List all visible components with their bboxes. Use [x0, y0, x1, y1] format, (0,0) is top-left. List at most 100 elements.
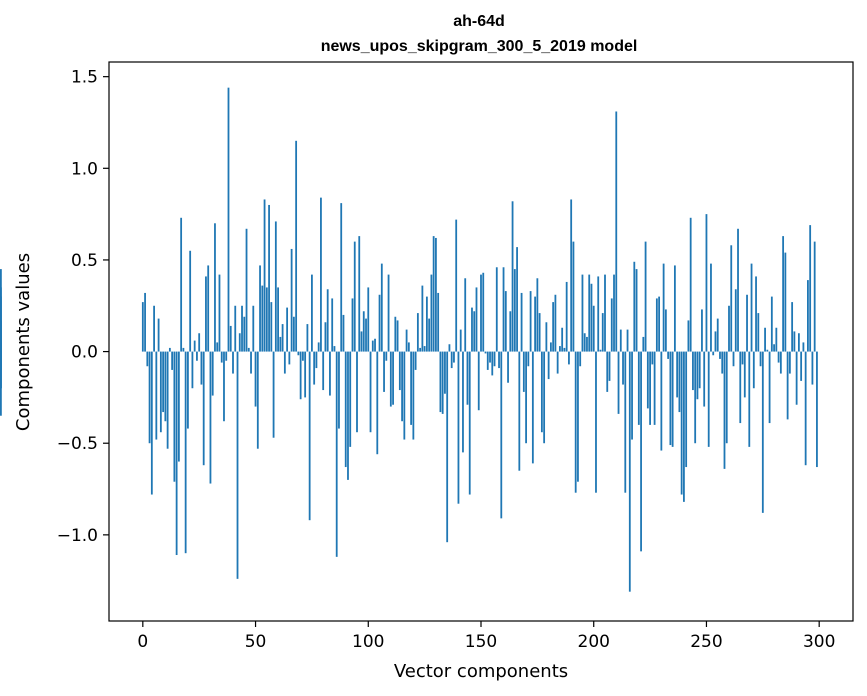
bar-component-111 — [392, 351, 394, 405]
bar-component-210 — [615, 111, 618, 352]
bar-component-216 — [628, 351, 631, 592]
bar-component-146 — [471, 307, 473, 352]
bar-component-58 — [272, 351, 275, 438]
bar-component-205 — [604, 274, 606, 352]
bar-component-260 — [728, 305, 730, 352]
bar-component-176 — [538, 313, 541, 352]
bar-component-158 — [498, 351, 500, 369]
bar-component-105 — [378, 294, 381, 352]
bar-component-165 — [513, 269, 516, 352]
bar-component-155 — [491, 351, 494, 376]
bar-component-151 — [482, 272, 485, 352]
bar-component-135 — [446, 351, 449, 543]
bar-component-269 — [748, 351, 751, 447]
bar-component-136 — [448, 344, 451, 352]
bar-component-254 — [714, 331, 717, 352]
bar-component-150 — [480, 274, 482, 352]
bar-component-138 — [453, 351, 455, 363]
bar-component-65 — [288, 351, 291, 365]
bar-component-114 — [398, 351, 401, 391]
bar-component-103 — [374, 338, 376, 352]
bar-component-196 — [583, 333, 586, 352]
bar-component-229 — [658, 296, 661, 352]
bar-component-99 — [365, 318, 367, 352]
bar-component-80 — [322, 351, 325, 391]
bar-component-153 — [486, 351, 489, 370]
bar-component-204 — [601, 313, 604, 352]
y-tick-label: 1.0 — [71, 159, 98, 179]
bar-component-265 — [739, 351, 742, 424]
bar-component-48 — [250, 351, 252, 374]
bar-component-37 — [225, 351, 228, 361]
bar-component-61 — [279, 336, 282, 352]
bar-component-121 — [414, 351, 417, 370]
bar-component-249 — [703, 351, 706, 407]
bar-component-15 — [175, 351, 178, 556]
bar-component-12 — [168, 347, 171, 352]
bar-component-63 — [283, 351, 286, 374]
bar-component-142 — [462, 351, 464, 453]
bar-component-180 — [547, 351, 550, 380]
bar-component-53 — [261, 285, 264, 352]
bar-component-24 — [196, 351, 198, 361]
bar-component-278 — [768, 351, 771, 424]
bar-component-171 — [527, 351, 530, 367]
bar-component-175 — [536, 278, 539, 352]
bar-component-295 — [807, 280, 809, 352]
bar-component-78 — [317, 342, 320, 352]
y-tick-label: −0.5 — [57, 434, 98, 454]
bar-component-285 — [784, 252, 787, 352]
bar-component-220 — [637, 351, 640, 425]
bar-component-177 — [540, 351, 543, 433]
bar-component-185 — [559, 346, 561, 352]
bar-component-276 — [764, 327, 766, 352]
bar-component-184 — [556, 351, 559, 374]
bar-component-247 — [698, 351, 701, 389]
bar-component-296 — [809, 225, 812, 352]
bar-component-248 — [701, 309, 703, 352]
bar-component-235 — [671, 351, 674, 447]
bar-component-237 — [676, 351, 679, 398]
x-tick-label: 0 — [137, 632, 148, 652]
bar-component-31 — [211, 351, 214, 396]
bar-component-76 — [313, 351, 316, 385]
bar-component-102 — [371, 340, 374, 352]
bar-component-193 — [577, 351, 579, 482]
bar-component-33 — [216, 342, 219, 352]
bar-component-120 — [412, 351, 415, 440]
bar-component-118 — [407, 342, 410, 352]
bar-component-232 — [664, 309, 667, 352]
bar-component-1 — [144, 292, 146, 352]
bar-component-266 — [741, 351, 744, 365]
chart-subtitle: news_upos_skipgram_300_5_2019 model — [321, 38, 638, 55]
x-tick-label: 50 — [245, 632, 267, 652]
bar-component-258 — [723, 351, 726, 469]
bar-component-179 — [545, 322, 548, 352]
bar-component-137 — [450, 351, 453, 369]
bar-component-225 — [649, 351, 651, 425]
bar-component-140 — [457, 351, 460, 504]
bar-component-100 — [367, 287, 370, 352]
bar-component-157 — [495, 267, 498, 352]
bar-component-268 — [746, 294, 748, 352]
bar-component-200 — [592, 305, 595, 352]
bar-component-64 — [286, 307, 289, 352]
bar-component-178 — [543, 351, 546, 444]
bar-component-110 — [389, 351, 392, 407]
bar-component-101 — [369, 351, 372, 433]
bar-component-36 — [223, 351, 225, 422]
bar-component-60 — [277, 287, 279, 352]
bar-component-156 — [493, 351, 496, 367]
x-axis-label: Vector components — [394, 661, 568, 682]
bar-component-32 — [214, 223, 216, 352]
bar-component-52 — [259, 265, 261, 352]
bar-component-259 — [725, 351, 728, 444]
bar-component-10 — [164, 351, 167, 422]
bar-component-75 — [311, 274, 313, 352]
bar-component-170 — [525, 351, 527, 444]
bar-component-143 — [464, 278, 467, 352]
bars-group — [0, 87, 818, 592]
bar-component-162 — [507, 351, 509, 383]
bar-component-30 — [209, 351, 212, 484]
